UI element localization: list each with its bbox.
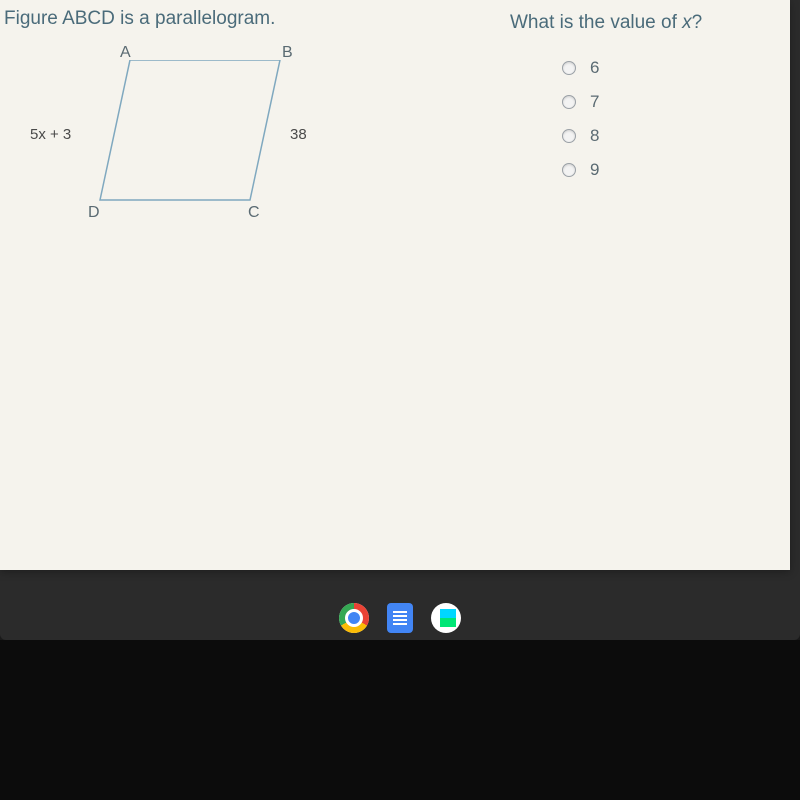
- question-suffix: ?: [692, 12, 703, 33]
- option-row-7[interactable]: 7: [562, 92, 760, 112]
- radio-button[interactable]: [562, 61, 576, 75]
- problem-area: Figure ABCD is a parallelogram. A B C D …: [0, 0, 790, 570]
- option-label: 6: [590, 58, 599, 78]
- parallelogram-svg: [90, 60, 290, 210]
- question-text: What is the value of x?: [510, 12, 760, 34]
- screen-frame: Figure ABCD is a parallelogram. A B C D …: [0, 0, 800, 640]
- question-column: What is the value of x? 6 7 8 9: [510, 12, 760, 194]
- option-label: 9: [590, 160, 599, 180]
- chrome-icon[interactable]: [339, 603, 369, 633]
- option-row-9[interactable]: 9: [562, 160, 760, 180]
- quiz-window: Figure ABCD is a parallelogram. A B C D …: [0, 0, 790, 570]
- option-row-6[interactable]: 6: [562, 58, 760, 78]
- question-prefix: What is the value of: [510, 12, 682, 33]
- option-label: 8: [590, 126, 599, 146]
- play-store-icon[interactable]: [431, 603, 461, 633]
- radio-button[interactable]: [562, 95, 576, 109]
- answer-options: 6 7 8 9: [510, 58, 760, 180]
- taskbar: [0, 596, 800, 640]
- parallelogram-figure: A B C D 5x + 3 38: [30, 40, 310, 260]
- radio-button[interactable]: [562, 129, 576, 143]
- question-variable: x: [682, 12, 692, 33]
- right-side-label: 38: [290, 126, 307, 143]
- laptop-bezel: [0, 640, 800, 800]
- radio-button[interactable]: [562, 163, 576, 177]
- google-docs-icon[interactable]: [387, 603, 413, 633]
- left-side-label: 5x + 3: [30, 126, 71, 143]
- option-row-8[interactable]: 8: [562, 126, 760, 146]
- option-label: 7: [590, 92, 599, 112]
